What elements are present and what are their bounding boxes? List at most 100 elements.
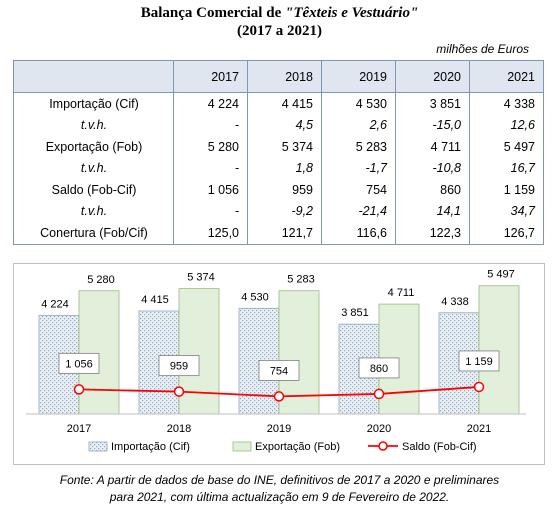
table-cell: 5 497 bbox=[469, 136, 544, 158]
data-label-saldo: 1 159 bbox=[465, 356, 493, 368]
table-cell: 1,8 bbox=[247, 157, 322, 179]
legend-label-exportacao: Exportação (Fob) bbox=[255, 441, 340, 453]
x-tick-label: 2020 bbox=[367, 423, 391, 435]
table-cell: - bbox=[173, 157, 248, 179]
column-header: 2020 bbox=[395, 60, 470, 93]
column-header: 2021 bbox=[469, 60, 544, 93]
bar-exportacao bbox=[478, 285, 520, 415]
table-cell: 16,7 bbox=[469, 157, 544, 179]
table-cell: 4 338 bbox=[469, 92, 544, 115]
table-body: Importação (Cif) 4 224 4 415 4 530 3 851 4 33… bbox=[13, 92, 544, 245]
data-label-saldo: 1 056 bbox=[65, 358, 93, 370]
table-row: Importação (Cif) 4 224 4 415 4 530 3 851 4 33… bbox=[13, 92, 544, 115]
table-cell: 34,7 bbox=[469, 200, 544, 222]
point-saldo bbox=[173, 386, 185, 397]
legend-swatch-exportacao bbox=[232, 441, 252, 452]
row-label: Exportação (Fob) bbox=[13, 136, 174, 158]
table-cell: 14,1 bbox=[395, 200, 470, 222]
table-cell: 3 851 bbox=[395, 92, 470, 115]
table-cell: 1 056 bbox=[173, 179, 248, 201]
point-saldo bbox=[73, 384, 85, 395]
table-cell: 12,6 bbox=[469, 114, 544, 136]
table-cell: 5 374 bbox=[247, 136, 322, 158]
chart-title: Balança Comercial de "Têxteis e Vestuári… bbox=[0, 4, 559, 22]
table-cell: 4 415 bbox=[247, 92, 322, 115]
table-cell: -1,7 bbox=[321, 157, 396, 179]
data-label-exportacao: 5 374 bbox=[187, 272, 215, 284]
title-quoted: "Têxteis e Vestuário" bbox=[284, 5, 419, 21]
table-row: Saldo (Fob-Cif) 1 056 959 754 860 1 159 bbox=[13, 179, 544, 201]
chart-svg: 4 224 5 280 2017 4 415 5 374 2018 4 530 5 283 20… bbox=[26, 269, 526, 453]
row-label: t.v.h. bbox=[13, 157, 174, 179]
table-cell: 860 bbox=[395, 179, 470, 201]
point-saldo bbox=[473, 381, 485, 393]
x-tick-label: 2017 bbox=[67, 423, 91, 435]
bar-exportacao bbox=[78, 290, 120, 415]
x-tick-label: 2018 bbox=[167, 423, 191, 435]
table-row: t.v.h. -4,5 2,6 -15,0 12,6 bbox=[13, 114, 544, 136]
table-cell: 959 bbox=[247, 179, 322, 201]
table-cell: 4 224 bbox=[173, 92, 248, 115]
table-cell: -21,4 bbox=[321, 200, 396, 222]
legend-swatch-saldo-marker bbox=[378, 441, 388, 451]
table-cell: 122,3 bbox=[395, 222, 470, 245]
table-cell: 125,0 bbox=[173, 222, 248, 245]
table-cell: - bbox=[173, 114, 248, 136]
table-cell: -9,2 bbox=[247, 200, 322, 222]
data-table: 2017 2018 2019 2020 2021 Importação (Cif… bbox=[13, 60, 544, 245]
x-tick-label: 2019 bbox=[267, 423, 291, 435]
table-cell: 4 711 bbox=[395, 136, 470, 158]
row-label: Importação (Cif) bbox=[13, 92, 174, 115]
data-label-saldo: 959 bbox=[170, 361, 188, 373]
table-cell: -15,0 bbox=[395, 114, 470, 136]
point-saldo bbox=[373, 388, 385, 400]
legend-label-importacao: Importação (Cif) bbox=[111, 441, 190, 453]
row-label: t.v.h. bbox=[13, 114, 174, 136]
table-row: t.v.h. - -9,2 -21,4 14,1 34,7 bbox=[13, 200, 544, 222]
column-header: 2019 bbox=[321, 60, 396, 93]
title-text: Balança Comercial de bbox=[140, 5, 282, 21]
table-header-row: 2017 2018 2019 2020 2021 bbox=[13, 60, 544, 93]
table-cell: 1 159 bbox=[469, 179, 544, 201]
data-label-importacao: 4 224 bbox=[41, 298, 69, 310]
table-cell: 116,6 bbox=[321, 222, 396, 245]
data-label-importacao: 3 851 bbox=[341, 307, 369, 319]
data-label-box-saldo bbox=[258, 360, 300, 381]
table-cell: - bbox=[173, 200, 248, 222]
row-label: Conertura (Fob/Cif) bbox=[13, 222, 174, 245]
data-label-box-saldo bbox=[358, 357, 400, 379]
data-label-exportacao: 4 711 bbox=[388, 287, 415, 299]
legend-label-saldo: Saldo (Fob-Cif) bbox=[402, 441, 477, 453]
table-cell: 4 530 bbox=[321, 92, 396, 115]
row-label: t.v.h. bbox=[13, 200, 174, 222]
chart-subtitle: (2017 a 2021) bbox=[237, 23, 322, 39]
source-note: Fonte: A partir de dados de base do INE,… bbox=[0, 472, 559, 506]
data-label-box-saldo bbox=[458, 350, 500, 372]
table-row: t.v.h. -1,8 -1,7 -10,8 16,7 bbox=[13, 157, 544, 179]
data-label-exportacao: 5 280 bbox=[87, 274, 115, 286]
data-label-saldo: 754 bbox=[270, 365, 288, 377]
table-cell: -10,8 bbox=[395, 157, 470, 179]
data-label-importacao: 4 338 bbox=[441, 296, 469, 308]
table-cell: 5 283 bbox=[321, 136, 396, 158]
data-label-importacao: 4 415 bbox=[141, 294, 169, 306]
bar-exportacao bbox=[278, 290, 320, 415]
table-cell: 754 bbox=[321, 179, 396, 201]
data-label-exportacao: 5 283 bbox=[287, 274, 315, 286]
data-label-importacao: 4 530 bbox=[241, 291, 269, 303]
column-header: 2018 bbox=[247, 60, 322, 93]
row-label: Saldo (Fob-Cif) bbox=[13, 179, 174, 201]
unit-label: milhões de Euros bbox=[436, 42, 529, 56]
source-line: para 2021, com última actualização em 9 … bbox=[109, 490, 450, 504]
table-corner bbox=[13, 60, 174, 93]
bar-exportacao bbox=[178, 288, 220, 415]
data-label-exportacao: 5 497 bbox=[487, 269, 515, 281]
table-cell: 126,7 bbox=[469, 222, 544, 245]
table-cell: 4,5 bbox=[247, 114, 322, 136]
data-label-saldo: 860 bbox=[370, 363, 388, 375]
table-cell: 5 280 bbox=[173, 136, 248, 158]
table-row: Conertura (Fob/Cif) 125,0 121,7 116,6 122,3 1… bbox=[13, 222, 544, 245]
data-label-box-saldo bbox=[158, 355, 200, 377]
source-line: Fonte: A partir de dados de base do INE,… bbox=[59, 473, 500, 487]
table-cell: 2,6 bbox=[321, 114, 396, 136]
